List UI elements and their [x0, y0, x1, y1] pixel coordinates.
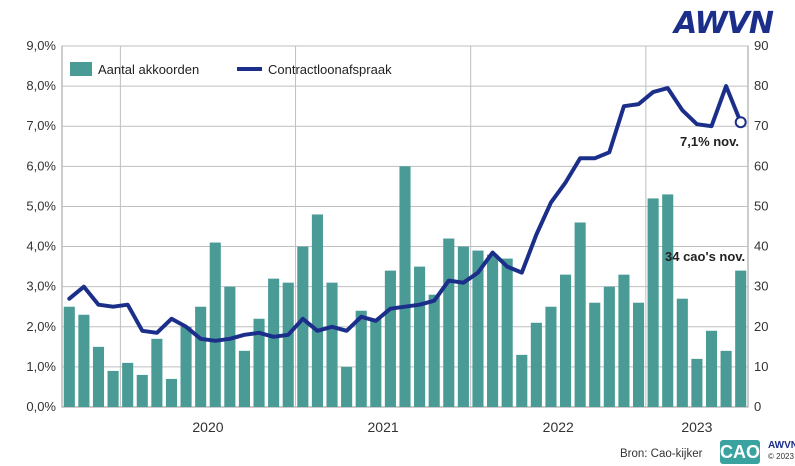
- bar: [195, 306, 207, 407]
- bar: [618, 274, 630, 407]
- x-year-label: 2021: [368, 419, 399, 435]
- bar: [107, 370, 119, 407]
- bar: [78, 314, 90, 407]
- bar: [720, 350, 732, 407]
- y-left-tick-label: 3,0%: [26, 279, 56, 294]
- y-left-tick-label: 5,0%: [26, 198, 56, 213]
- bar: [560, 274, 572, 407]
- bar: [632, 302, 645, 407]
- bar: [370, 318, 382, 407]
- bar: [399, 166, 411, 407]
- bar: [516, 354, 528, 407]
- y-left-tick-label: 0,0%: [26, 399, 56, 414]
- y-left-tick-label: 8,0%: [26, 78, 56, 93]
- y-right-tick-label: 50: [754, 198, 768, 213]
- bar: [472, 250, 484, 407]
- bar: [457, 246, 469, 407]
- y-right-tick-label: 20: [754, 319, 768, 334]
- y-left-tick-label: 1,0%: [26, 359, 56, 374]
- y-right-tick-label: 30: [754, 279, 768, 294]
- bar: [443, 238, 455, 407]
- bar: [63, 306, 75, 407]
- bar: [311, 214, 323, 407]
- bar: [545, 306, 557, 407]
- awvn-logo: AWVN: [674, 6, 774, 41]
- copyright-label: © 2023: [768, 452, 794, 461]
- bar: [384, 270, 396, 407]
- bar: [574, 222, 586, 407]
- y-left-tick-label: 4,0%: [26, 239, 56, 254]
- mini-awvn-logo: AWVN: [768, 440, 795, 451]
- bar: [676, 298, 688, 407]
- x-year-label: 2022: [543, 419, 574, 435]
- bar: [705, 330, 718, 407]
- y-left-tick-label: 7,0%: [26, 118, 56, 133]
- bar: [253, 318, 265, 407]
- y-right-tick-label: 0: [754, 399, 761, 414]
- bar: [165, 378, 178, 407]
- x-year-label: 2020: [192, 419, 223, 435]
- y-right-tick-label: 90: [754, 38, 768, 53]
- bar: [530, 322, 542, 407]
- bar: [647, 198, 659, 407]
- bar: [341, 366, 353, 407]
- annotation-bars: 34 cao's nov.: [665, 249, 745, 264]
- y-left-tick-label: 2,0%: [26, 319, 56, 334]
- bar: [209, 242, 221, 407]
- y-right-tick-label: 10: [754, 359, 768, 374]
- bar: [282, 282, 294, 407]
- x-year-label: 2023: [681, 419, 712, 435]
- bar: [180, 326, 192, 407]
- bar: [501, 258, 513, 407]
- line-series: [67, 84, 743, 343]
- cao-kijker-logo: CAO: [720, 440, 760, 464]
- bar: [589, 302, 601, 407]
- bar: [268, 278, 280, 407]
- legend-swatch-bars: [70, 62, 92, 76]
- y-right-tick-label: 60: [754, 158, 768, 173]
- bar: [136, 374, 148, 407]
- bar: [297, 246, 309, 407]
- source-label: Bron: Cao-kijker: [620, 448, 703, 460]
- bar: [151, 338, 163, 407]
- bar: [92, 346, 105, 407]
- bar: [326, 282, 338, 407]
- bar: [662, 194, 674, 407]
- y-left-tick-label: 9,0%: [26, 38, 56, 53]
- legend-label-line: Contractloonafspraak: [268, 62, 392, 77]
- bar: [238, 350, 250, 407]
- bar: [224, 286, 236, 407]
- y-left-tick-label: 6,0%: [26, 158, 56, 173]
- y-right-tick-label: 70: [754, 118, 768, 133]
- y-right-tick-label: 40: [754, 239, 768, 254]
- line-end-marker: [734, 116, 747, 129]
- bar: [691, 358, 703, 407]
- bar: [355, 310, 367, 407]
- bar: [414, 266, 426, 407]
- bar: [603, 286, 615, 407]
- bar: [735, 270, 747, 407]
- annotation-line: 7,1% nov.: [680, 134, 739, 149]
- bar: [487, 254, 499, 407]
- y-right-tick-label: 80: [754, 78, 768, 93]
- legend-label-bars: Aantal akkoorden: [98, 62, 199, 77]
- bar: [428, 294, 440, 407]
- bar: [122, 362, 134, 407]
